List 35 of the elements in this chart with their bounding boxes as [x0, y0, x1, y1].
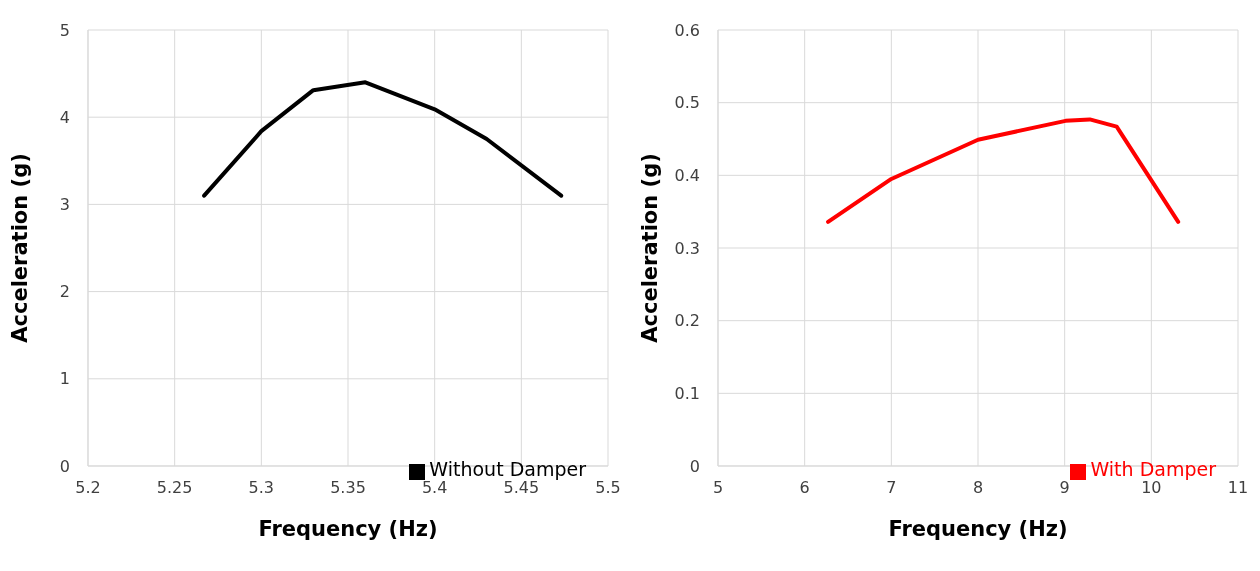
legend-label: Without Damper: [429, 458, 586, 480]
y-axis-title: Acceleration (g): [638, 153, 663, 343]
y-tick-label: 0: [689, 456, 700, 476]
y-tick-label: 0: [59, 456, 70, 476]
legend-label: With Damper: [1090, 458, 1216, 480]
y-tick-label: 0.2: [674, 311, 700, 331]
y-tick-label: 0.1: [674, 384, 700, 404]
x-tick-label: 5.35: [330, 478, 366, 498]
x-axis-title: Frequency (Hz): [888, 517, 1068, 541]
y-tick-label: 1: [59, 369, 70, 389]
x-tick-label: 5.2: [75, 478, 101, 498]
line-series: [202, 80, 564, 198]
y-tick-label: 0.5: [674, 93, 700, 113]
x-tick-label: 6: [799, 478, 810, 498]
x-tick-label: 10: [1141, 478, 1162, 498]
x-tick-label: 8: [972, 478, 984, 498]
x-tick-label: 5.5: [595, 478, 621, 498]
x-tick-label: 5.3: [248, 478, 275, 498]
x-tick-label: 5.4: [421, 478, 448, 498]
x-tick-label: 5.25: [156, 478, 193, 498]
y-tick-label: 0.6: [674, 20, 700, 40]
x-tick-label: 9: [1059, 478, 1070, 498]
y-tick-label: 3: [59, 195, 70, 215]
x-axis-title: Frequency (Hz): [258, 517, 438, 541]
x-tick-label: 5.45: [503, 478, 540, 498]
x-tick-label: 5: [712, 478, 724, 498]
y-axis-title: Acceleration (g): [8, 153, 33, 343]
x-tick-label: 11: [1227, 478, 1249, 498]
y-tick-label: 5: [59, 20, 70, 40]
x-tick-label: 7: [886, 478, 897, 498]
y-tick-label: 4: [59, 107, 70, 127]
y-tick-label: 2: [59, 282, 70, 302]
line-series: [826, 117, 1181, 224]
y-tick-label: 0.4: [674, 166, 700, 186]
y-tick-label: 0.3: [674, 238, 700, 258]
